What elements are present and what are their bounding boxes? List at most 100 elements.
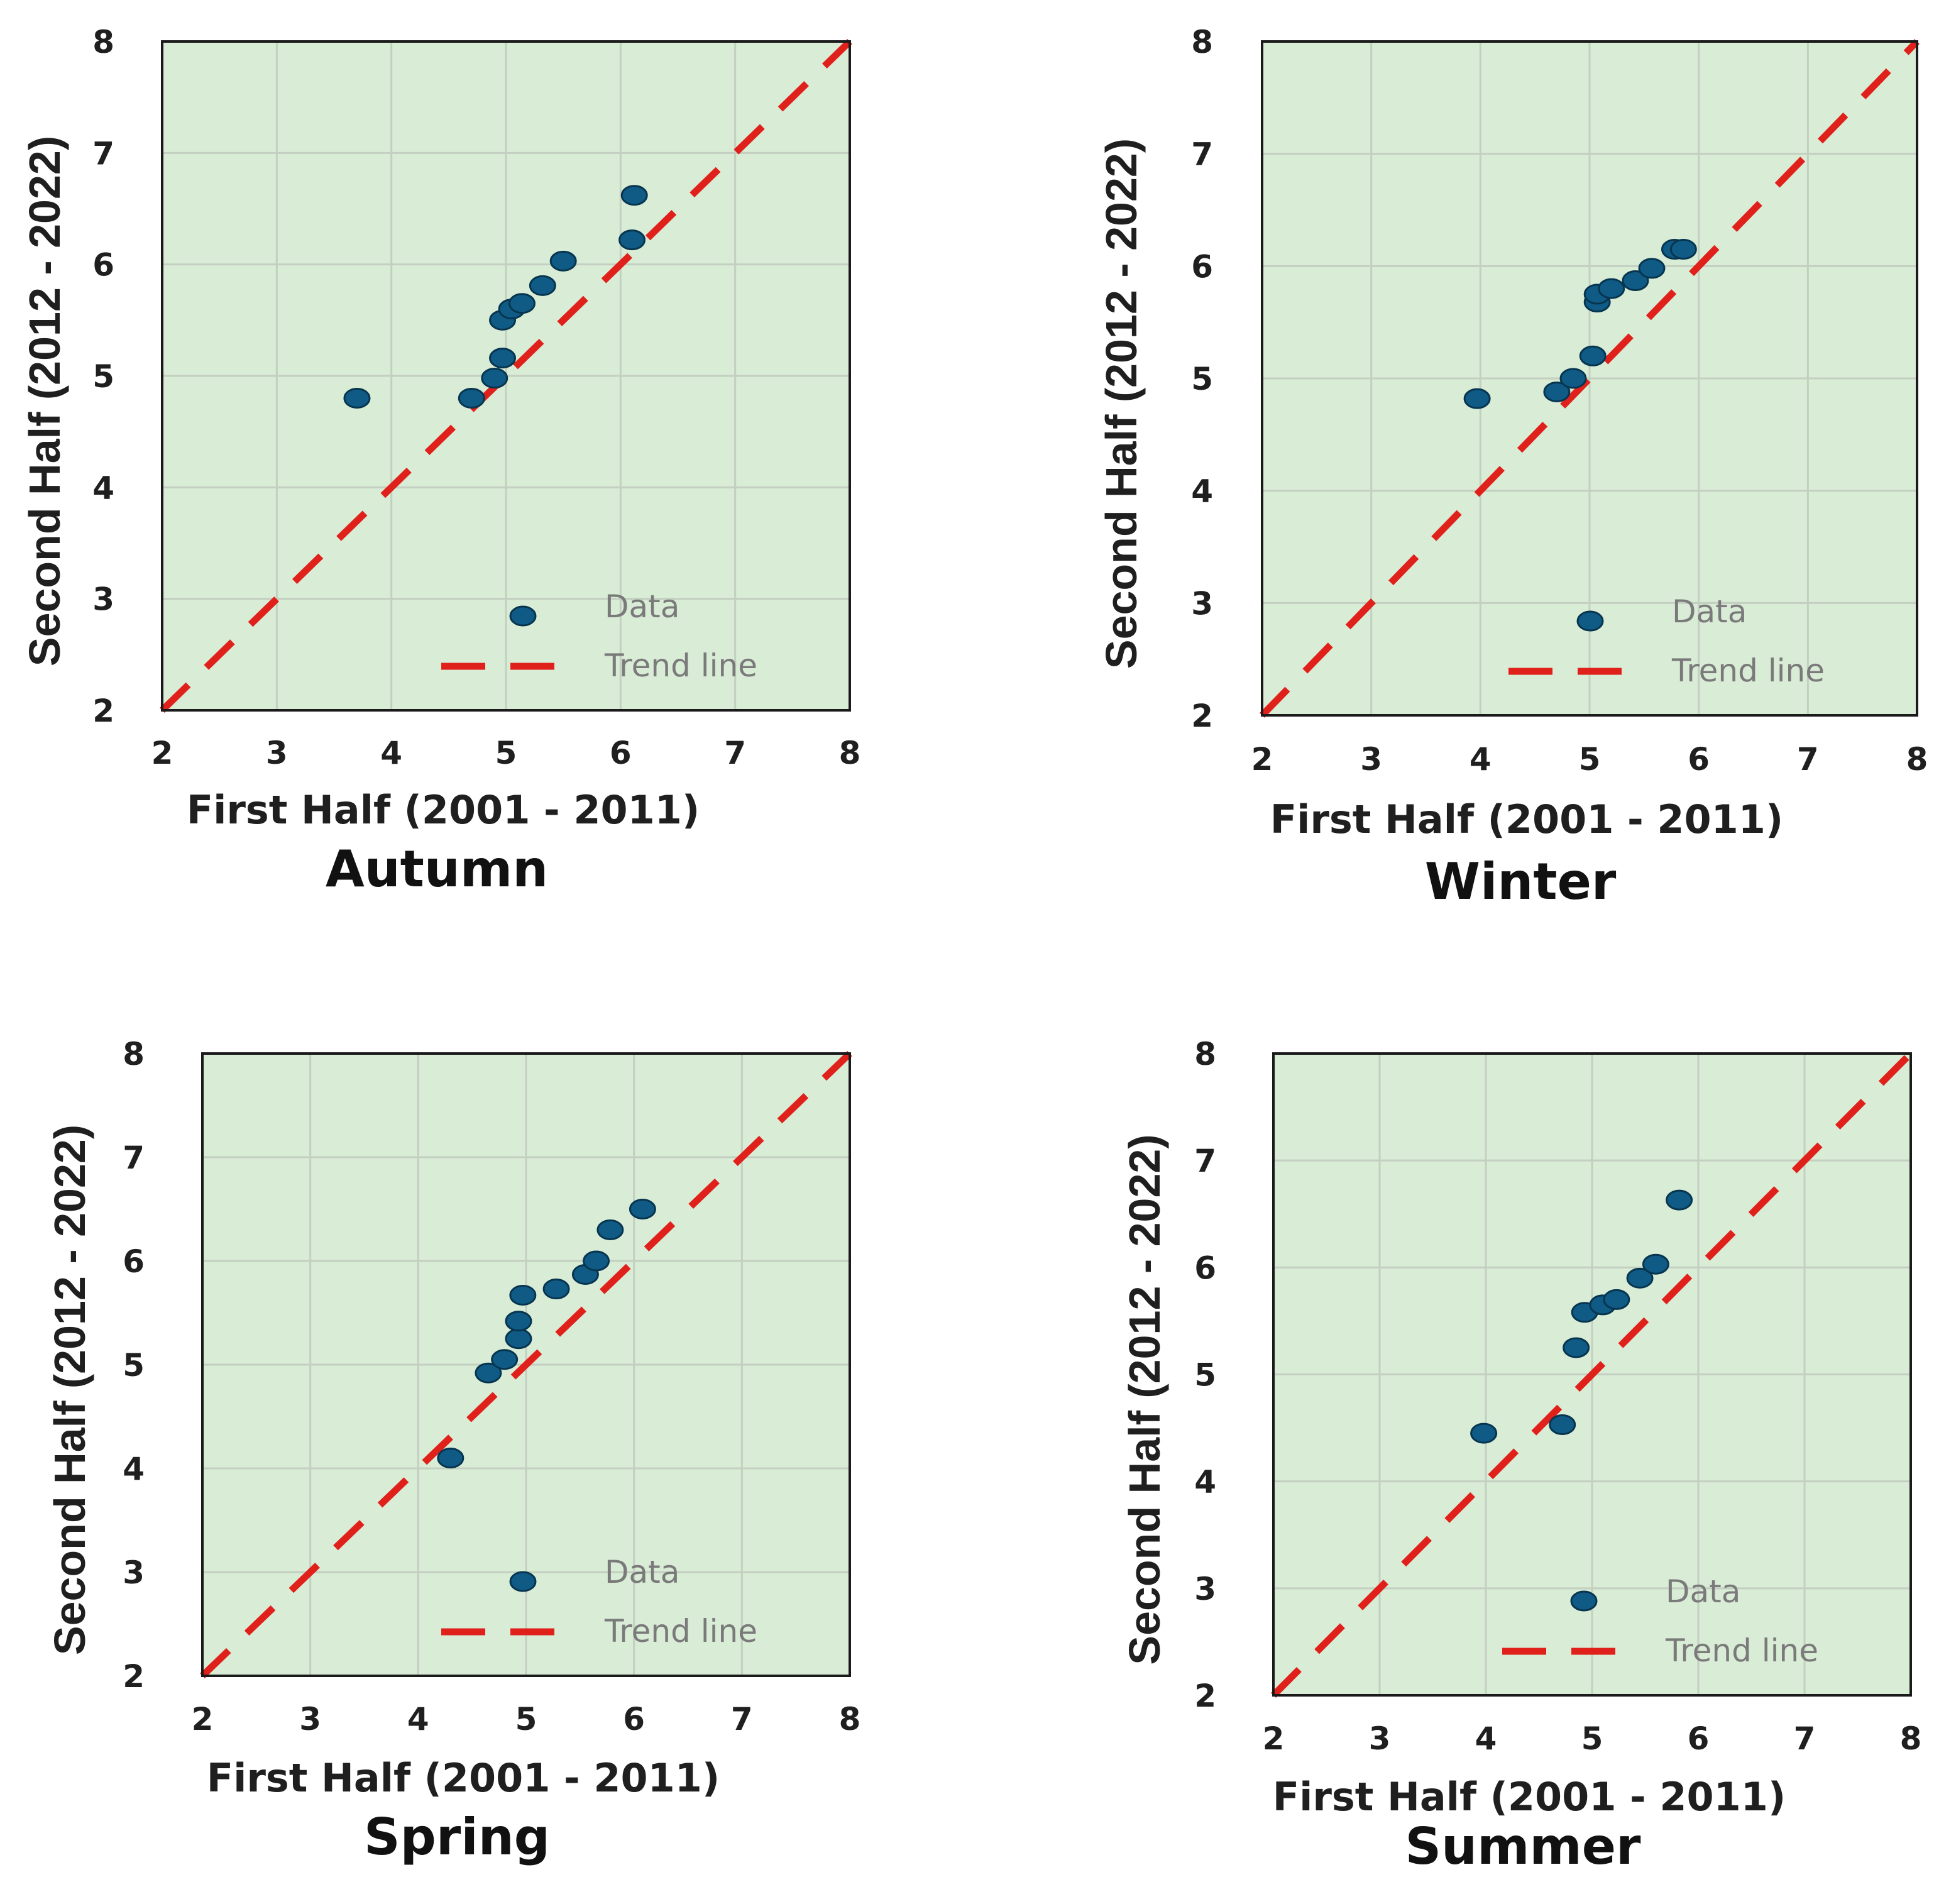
- y-axis-label: Second Half (2012 - 2022): [20, 136, 69, 666]
- data-point-1: [343, 387, 371, 409]
- y-tick-label: 2: [1194, 1678, 1216, 1714]
- y-tick-label: 7: [92, 135, 114, 172]
- y-tick-label: 5: [123, 1347, 145, 1384]
- y-tick-label: 6: [1191, 248, 1213, 285]
- chart-title: Winter: [1425, 852, 1617, 911]
- legend-data-marker: [509, 605, 537, 627]
- legend-data-label: Data: [1672, 593, 1747, 630]
- plot-frame: [201, 1052, 851, 1677]
- x-tick-label: 5: [495, 735, 517, 771]
- chart-title: Spring: [364, 1808, 550, 1866]
- x-tick-label: 6: [1688, 1720, 1710, 1757]
- plot-frame: [1272, 1052, 1912, 1697]
- y-tick-label: 8: [1191, 24, 1213, 60]
- y-tick-label: 8: [123, 1036, 145, 1072]
- data-point-4: [1579, 345, 1607, 366]
- data-point-7: [1626, 1267, 1654, 1289]
- y-tick-label: 2: [92, 693, 114, 729]
- y-tick-label: 8: [92, 24, 114, 60]
- x-axis-label: First Half (2001 - 2011): [1270, 796, 1784, 842]
- y-tick-label: 4: [123, 1451, 145, 1487]
- legend-data-marker: [1576, 610, 1604, 632]
- data-point-3: [481, 368, 508, 389]
- data-point-8: [1642, 1253, 1669, 1275]
- y-axis-label: Second Half (2012 - 2022): [45, 1125, 94, 1655]
- legend-data-marker: [1570, 1590, 1598, 1612]
- y-tick-label: 6: [1194, 1250, 1216, 1286]
- chart-title: Summer: [1405, 1817, 1642, 1876]
- y-tick-label: 3: [92, 581, 114, 618]
- data-point-4: [505, 1328, 532, 1350]
- data-point-7: [1598, 278, 1625, 299]
- data-point-4: [489, 348, 517, 369]
- x-tick-label: 2: [151, 735, 173, 771]
- y-tick-label: 4: [1191, 473, 1213, 510]
- x-axis-label: First Half (2001 - 2011): [207, 1755, 720, 1801]
- data-point-8: [1622, 270, 1649, 292]
- y-axis-label: Second Half (2012 - 2022): [1097, 138, 1146, 669]
- legend: Data Trend line: [1502, 1573, 1818, 1669]
- y-tick-label: 3: [123, 1555, 145, 1591]
- x-tick-label: 4: [1470, 741, 1492, 778]
- x-tick-label: 4: [407, 1701, 429, 1737]
- y-tick-label: 8: [1194, 1036, 1216, 1072]
- legend-trend-label: Trend line: [604, 647, 757, 684]
- y-tick-label: 2: [123, 1658, 145, 1695]
- chart-spring: 2 3 4 5 6 7 8 2 3 4 5 6 7 8 First Half (2001 - 2011) Se…: [45, 1036, 860, 1866]
- plot-frame: [161, 40, 851, 712]
- data-point-9: [549, 250, 577, 272]
- x-tick-label: 8: [839, 735, 861, 771]
- y-axis-label: Second Half (2012 - 2022): [1120, 1134, 1169, 1665]
- x-tick-label: 8: [1906, 741, 1928, 778]
- y-tick-label: 3: [1194, 1571, 1216, 1607]
- x-tick-label: 3: [299, 1701, 321, 1737]
- x-tick-label: 4: [380, 735, 402, 771]
- y-tick-label: 6: [92, 247, 114, 283]
- x-tick-label: 3: [1360, 741, 1382, 778]
- trend-line: [200, 1051, 852, 1678]
- chart-winter: 2 3 4 5 6 7 8 2 3 4 5 6 7 8 First Half (2001 - 2011) Se…: [1097, 24, 1928, 911]
- legend-trend-label: Trend line: [1665, 1632, 1818, 1669]
- y-tick-label: 4: [92, 470, 114, 506]
- data-point-11: [1669, 239, 1697, 260]
- data-point-6: [1603, 1289, 1630, 1310]
- data-point-2: [1543, 381, 1571, 402]
- x-tick-label: 2: [192, 1701, 214, 1737]
- x-tick-label: 5: [1581, 1720, 1603, 1757]
- legend-data-label: Data: [605, 1554, 679, 1590]
- y-tick-label: 3: [1191, 585, 1213, 622]
- x-tick-label: 4: [1475, 1720, 1497, 1757]
- chart-title: Autumn: [326, 840, 548, 898]
- legend-trend-label: Trend line: [1671, 652, 1825, 689]
- data-point-1: [1470, 1422, 1498, 1444]
- data-point-8: [529, 275, 556, 296]
- legend-data-marker: [509, 1571, 537, 1592]
- data-point-7: [508, 293, 536, 314]
- data-point-11: [629, 1199, 656, 1219]
- data-point-2: [1549, 1414, 1576, 1435]
- x-tick-label: 3: [266, 735, 288, 771]
- chart-summer: 2 3 4 5 6 7 8 2 3 4 5 6 7 8 First Half (2001 - 2011) Se…: [1120, 1036, 1921, 1876]
- x-tick-label: 3: [1369, 1720, 1391, 1757]
- x-tick-label: 6: [610, 735, 632, 771]
- y-tick-label: 5: [92, 358, 114, 395]
- x-tick-label: 5: [515, 1701, 537, 1737]
- data-point-1: [437, 1448, 464, 1468]
- data-point-2: [475, 1362, 502, 1384]
- y-tick-label: 7: [123, 1140, 145, 1176]
- trend-line: [1260, 39, 1920, 718]
- data-point-3: [1559, 368, 1587, 389]
- data-point-3: [491, 1349, 519, 1370]
- data-point-9: [1638, 258, 1666, 279]
- legend: Data Trend line: [441, 1554, 757, 1649]
- data-point-9: [1666, 1189, 1693, 1211]
- x-tick-label: 6: [623, 1701, 645, 1737]
- data-point-3: [1563, 1337, 1590, 1358]
- y-tick-label: 7: [1194, 1143, 1216, 1179]
- x-tick-label: 7: [731, 1701, 753, 1737]
- legend-data-label: Data: [605, 588, 679, 625]
- data-point-5: [505, 1311, 532, 1332]
- data-point-6: [509, 1284, 537, 1306]
- y-tick-label: 5: [1194, 1357, 1216, 1394]
